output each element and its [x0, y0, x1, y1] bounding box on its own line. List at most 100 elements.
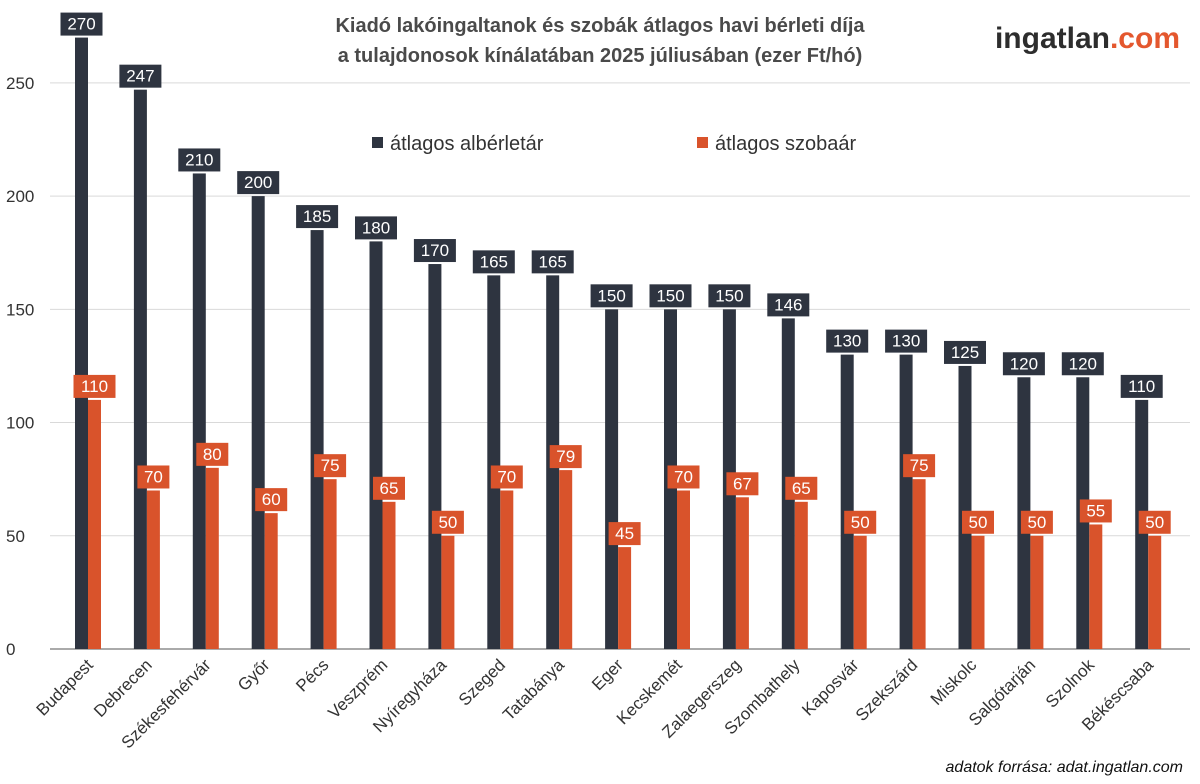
data-label-alberletar-3-box [237, 171, 280, 195]
bar-alberletar-13 [840, 354, 854, 649]
data-label-alberletar-5-box [355, 216, 397, 240]
bar-szobaar-14 [912, 479, 926, 649]
x-tick-label-4: Pécs [292, 655, 332, 695]
data-label-alberletar-2: 210 [178, 148, 221, 172]
data-label-szobaar-0-text: 110 [81, 377, 108, 396]
data-label-alberletar-17-box [1061, 352, 1104, 376]
bar-alberletar-15 [958, 365, 972, 649]
bar-szobaar-1 [146, 490, 160, 649]
data-label-szobaar-10: 70 [667, 465, 700, 489]
legend-swatch-szobaár [697, 137, 708, 148]
bar-szobaar-6 [441, 535, 455, 649]
data-label-szobaar-10-box [667, 465, 700, 489]
data-label-szobaar-12-box [785, 476, 818, 500]
data-label-alberletar-18-box [1120, 374, 1163, 398]
x-tick-label-14: Szekszárd [852, 655, 922, 725]
data-label-alberletar-6-text: 170 [421, 241, 449, 260]
data-label-alberletar-4-text: 185 [303, 207, 331, 226]
data-label-alberletar-13-box [826, 329, 869, 353]
legend: átlagos albérletár átlagos szobaár [372, 133, 857, 155]
data-label-alberletar-4-box [296, 205, 339, 229]
data-label-szobaar-16-text: 50 [1027, 513, 1046, 532]
data-label-alberletar-17-text: 120 [1069, 354, 1097, 373]
data-label-szobaar-7-text: 70 [497, 467, 516, 486]
data-label-szobaar-9-box [608, 522, 641, 546]
data-label-szobaar-3-text: 60 [262, 490, 281, 509]
data-label-szobaar-1: 70 [137, 465, 170, 489]
data-label-szobaar-14: 75 [903, 454, 936, 478]
data-label-szobaar-17: 55 [1079, 499, 1112, 523]
bar-szobaar-10 [677, 490, 690, 649]
bar-szobaar-3 [264, 513, 278, 649]
bar-alberletar-14 [899, 354, 913, 649]
data-label-alberletar-9: 150 [590, 284, 633, 308]
bar-szobaar-13 [853, 535, 867, 649]
x-tick-label-9: Eger [588, 655, 627, 694]
bar-szobaar-11 [735, 497, 749, 649]
data-label-szobaar-5-box [373, 476, 405, 500]
data-label-szobaar-2: 80 [196, 442, 229, 466]
data-label-szobaar-12-text: 65 [792, 479, 811, 498]
data-label-szobaar-14-text: 75 [910, 456, 929, 475]
data-label-alberletar-12: 146 [767, 293, 810, 317]
data-label-alberletar-7-box [472, 250, 515, 274]
legend-label-albérletár: átlagos albérletár [390, 133, 544, 155]
data-label-alberletar-8-text: 165 [539, 252, 567, 271]
data-label-szobaar-9-text: 45 [615, 524, 634, 543]
data-label-alberletar-6: 170 [413, 239, 456, 263]
data-label-alberletar-10: 150 [649, 284, 692, 308]
bar-alberletar-3 [251, 196, 265, 649]
brand-logo-name: ingatlan [995, 22, 1110, 55]
data-label-alberletar-3: 200 [237, 171, 280, 195]
data-label-alberletar-0-text: 270 [67, 15, 95, 34]
bar-szobaar-18 [1148, 535, 1162, 649]
data-label-szobaar-17-text: 55 [1086, 501, 1105, 520]
bar-szobaar-16 [1030, 535, 1044, 649]
bar-szobaar-5 [382, 501, 396, 649]
bar-szobaar-7 [500, 490, 514, 649]
data-label-szobaar-17-box [1079, 499, 1112, 523]
data-label-alberletar-17: 120 [1061, 352, 1104, 376]
data-label-alberletar-15-box [944, 340, 986, 364]
bar-szobaar-12 [794, 501, 808, 649]
bars [75, 37, 1162, 649]
data-label-alberletar-18-text: 110 [1128, 377, 1155, 396]
data-label-szobaar-18-text: 50 [1145, 513, 1164, 532]
data-label-alberletar-8-box [531, 250, 574, 274]
y-tick-label-200: 200 [6, 187, 34, 206]
data-label-szobaar-5: 65 [373, 476, 405, 500]
data-label-szobaar-4-box [314, 454, 347, 478]
data-label-alberletar-5-text: 180 [362, 218, 390, 237]
data-label-alberletar-2-text: 210 [185, 150, 213, 169]
data-label-szobaar-12: 65 [785, 476, 818, 500]
data-label-szobaar-13-box [844, 510, 877, 534]
data-label-szobaar-1-box [137, 465, 170, 489]
data-label-alberletar-16: 120 [1002, 352, 1045, 376]
data-label-alberletar-1-box [119, 64, 162, 88]
legend-label-szobaár: átlagos szobaár [715, 133, 857, 155]
data-label-alberletar-11: 150 [708, 284, 751, 308]
data-label-alberletar-15-text: 125 [951, 343, 979, 362]
data-label-alberletar-18: 110 [1120, 374, 1163, 398]
data-label-szobaar-0: 110 [73, 374, 116, 398]
data-label-alberletar-16-box [1002, 352, 1045, 376]
x-tick-label-17: Szolnok [1042, 655, 1099, 712]
x-tick-label-8: Tatabánya [499, 655, 568, 724]
data-label-alberletar-8: 165 [531, 250, 574, 274]
brand-logo-domain: .com [1110, 22, 1180, 55]
data-label-alberletar-10-text: 150 [656, 286, 684, 305]
data-label-szobaar-16: 50 [1020, 510, 1053, 534]
data-label-alberletar-15: 125 [944, 340, 986, 364]
data-label-szobaar-11: 67 [726, 472, 759, 496]
data-label-alberletar-0-box [60, 12, 103, 36]
data-label-alberletar-14: 130 [885, 329, 928, 353]
data-label-szobaar-13: 50 [844, 510, 877, 534]
bar-alberletar-4 [310, 230, 324, 649]
data-label-alberletar-1-text: 247 [126, 67, 154, 86]
data-label-alberletar-6-box [413, 239, 456, 263]
bar-alberletar-7 [487, 275, 501, 649]
y-tick-label-250: 250 [6, 74, 34, 93]
data-label-alberletar-11-box [708, 284, 751, 308]
